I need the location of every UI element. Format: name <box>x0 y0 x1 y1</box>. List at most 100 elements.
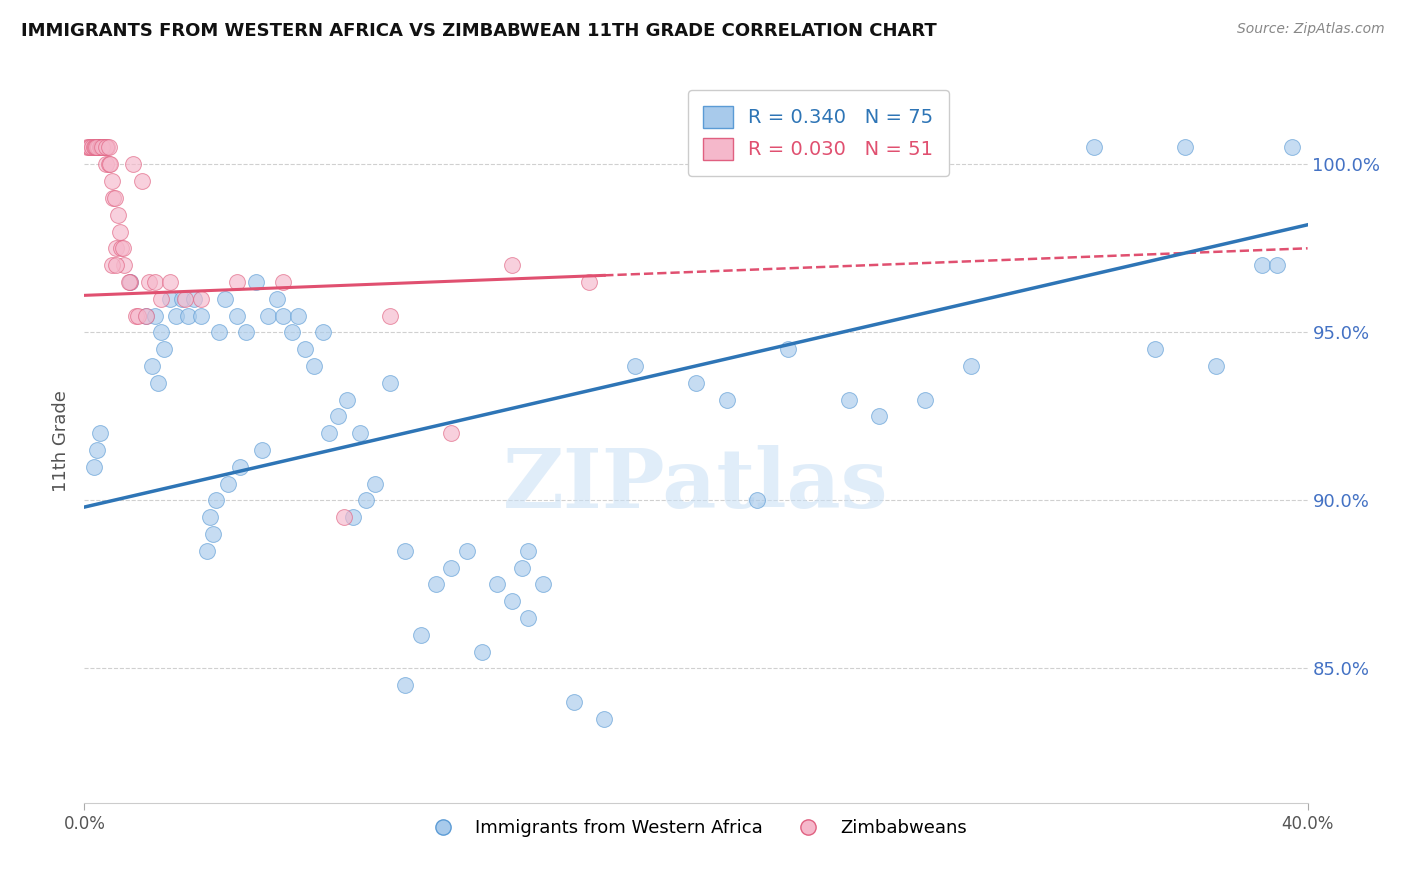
Point <box>83 140 105 154</box>
Point <box>294 342 316 356</box>
Point <box>149 292 172 306</box>
Point <box>486 577 509 591</box>
Point <box>195 543 218 558</box>
Point <box>118 275 141 289</box>
Point <box>96 140 118 154</box>
Point <box>96 140 118 154</box>
Text: ZIPatlas: ZIPatlas <box>503 445 889 524</box>
Point <box>960 359 983 373</box>
Point <box>510 560 533 574</box>
Point <box>104 191 127 205</box>
Point <box>502 258 524 272</box>
Point <box>1174 140 1197 154</box>
Legend: Immigrants from Western Africa, Zimbabweans: Immigrants from Western Africa, Zimbabwe… <box>418 812 974 845</box>
Text: Source: ZipAtlas.com: Source: ZipAtlas.com <box>1237 22 1385 37</box>
Point <box>312 326 335 340</box>
Point <box>89 426 111 441</box>
Point <box>302 359 325 373</box>
Point <box>77 140 100 154</box>
Point <box>86 140 108 154</box>
Point <box>111 241 134 255</box>
Point <box>159 292 181 306</box>
Point <box>1265 258 1288 272</box>
Point <box>90 140 112 154</box>
Point <box>84 140 107 154</box>
Point <box>93 140 115 154</box>
Point <box>1205 359 1227 373</box>
Point <box>108 225 131 239</box>
Point <box>141 359 163 373</box>
Point <box>440 426 463 441</box>
Point <box>380 376 402 390</box>
Point <box>229 459 252 474</box>
Point <box>318 426 340 441</box>
Point <box>91 140 114 154</box>
Point <box>217 476 239 491</box>
Point <box>149 326 172 340</box>
Point <box>333 510 356 524</box>
Point <box>394 543 416 558</box>
Point <box>1250 258 1272 272</box>
Point <box>143 275 166 289</box>
Point <box>271 309 294 323</box>
Point <box>97 157 120 171</box>
Point <box>838 392 860 407</box>
Point <box>120 275 142 289</box>
Point <box>198 510 221 524</box>
Point <box>98 157 121 171</box>
Point <box>105 241 128 255</box>
Point <box>177 309 200 323</box>
Point <box>76 140 98 154</box>
Point <box>138 275 160 289</box>
Point <box>342 510 364 524</box>
Point <box>266 292 288 306</box>
Point <box>174 292 197 306</box>
Point <box>440 560 463 574</box>
Point <box>245 275 267 289</box>
Text: IMMIGRANTS FROM WESTERN AFRICA VS ZIMBABWEAN 11TH GRADE CORRELATION CHART: IMMIGRANTS FROM WESTERN AFRICA VS ZIMBAB… <box>21 22 936 40</box>
Point <box>131 174 153 188</box>
Point <box>1083 140 1105 154</box>
Point <box>287 309 309 323</box>
Point <box>281 326 304 340</box>
Point <box>110 241 132 255</box>
Point <box>328 409 350 424</box>
Point <box>502 594 524 608</box>
Point <box>143 309 166 323</box>
Point <box>183 292 205 306</box>
Point <box>425 577 447 591</box>
Point <box>685 376 707 390</box>
Point <box>380 309 402 323</box>
Point <box>214 292 236 306</box>
Point <box>98 140 121 154</box>
Point <box>624 359 647 373</box>
Point <box>409 628 432 642</box>
Point <box>471 644 494 658</box>
Point <box>159 275 181 289</box>
Point <box>578 275 600 289</box>
Point <box>562 695 585 709</box>
Point <box>226 309 249 323</box>
Point <box>122 157 145 171</box>
Point <box>1281 140 1303 154</box>
Point <box>516 611 538 625</box>
Point <box>107 208 129 222</box>
Point <box>914 392 936 407</box>
Point <box>349 426 371 441</box>
Point <box>146 376 169 390</box>
Point <box>354 493 377 508</box>
Point <box>1143 342 1166 356</box>
Point <box>86 442 108 457</box>
Point <box>80 140 103 154</box>
Point <box>516 543 538 558</box>
Point <box>101 258 124 272</box>
Point <box>104 258 127 272</box>
Point <box>716 392 738 407</box>
Point <box>83 459 105 474</box>
Point <box>127 309 149 323</box>
Point <box>364 476 387 491</box>
Point <box>153 342 176 356</box>
Point <box>135 309 157 323</box>
Point <box>103 191 125 205</box>
Point <box>456 543 478 558</box>
